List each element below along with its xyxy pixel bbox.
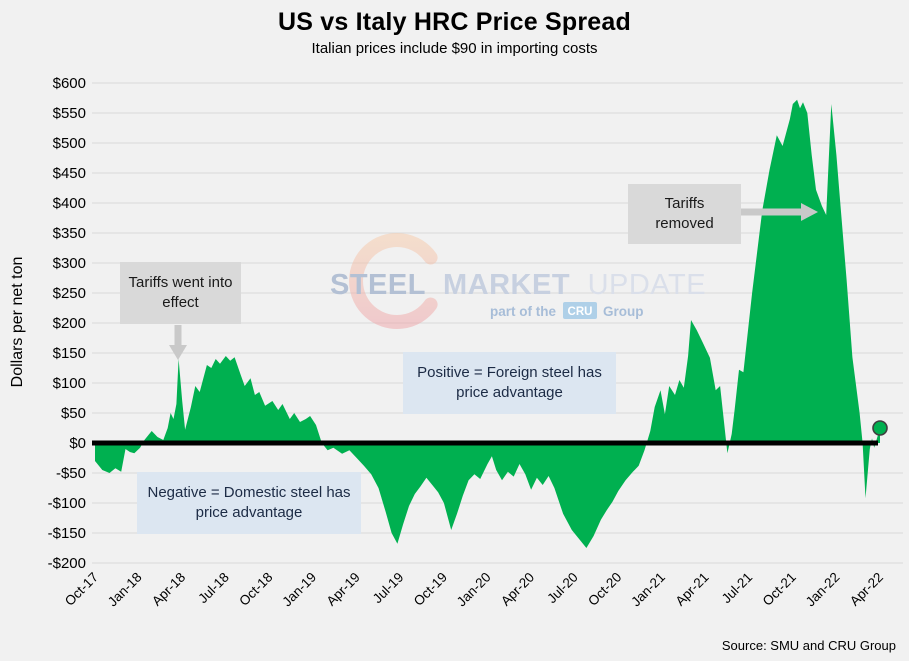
negative-spread-text: Negative = Domestic steel has price adva… [147, 483, 351, 521]
svg-text:Jan-22: Jan-22 [803, 570, 843, 610]
svg-text:Jan-20: Jan-20 [454, 570, 494, 610]
tariffs-effect-text: Tariffs went into effect [128, 273, 233, 311]
svg-text:$450: $450 [53, 165, 86, 182]
watermark-update: UPDATE [588, 269, 706, 301]
svg-text:Apr-20: Apr-20 [498, 570, 537, 609]
watermark-steel: STEEL [330, 269, 425, 301]
page-subtitle: Italian prices include $90 in importing … [311, 40, 598, 57]
svg-text:Jul-21: Jul-21 [719, 570, 756, 607]
y-axis-title: Dollars per net ton [9, 257, 26, 388]
tariffs-effect-arrow [169, 325, 187, 360]
watermark: STEEL MARKET UPDATE part of the CRU Grou… [330, 233, 706, 329]
svg-text:Jul-20: Jul-20 [544, 570, 581, 607]
tariffs-removed-note: Tariffs removed [628, 184, 741, 244]
svg-text:$600: $600 [53, 75, 86, 92]
svg-text:$350: $350 [53, 225, 86, 242]
watermark-tagline-prefix: part of the [490, 304, 556, 319]
latest-point-marker [872, 420, 888, 436]
watermark-tagline-suffix: Group [603, 304, 644, 319]
negative-spread-note: Negative = Domestic steel has price adva… [137, 472, 361, 534]
svg-text:$100: $100 [53, 375, 86, 392]
svg-text:$500: $500 [53, 135, 86, 152]
svg-text:$250: $250 [53, 285, 86, 302]
positive-spread-text: Positive = Foreign steel has price advan… [417, 363, 602, 401]
page-title: US vs Italy HRC Price Spread [278, 8, 631, 36]
x-axis-labels: Oct-17 Jan-18 Apr-18 Jul-18 Oct-18 Jan-19 Apr-… [62, 570, 886, 610]
svg-text:$550: $550 [53, 105, 86, 122]
svg-text:$300: $300 [53, 255, 86, 272]
cru-logo-text: CRU [568, 306, 593, 318]
title-block: US vs Italy HRC Price Spread Italian pri… [0, 8, 909, 57]
svg-text:-$200: -$200 [48, 555, 86, 572]
svg-text:$0: $0 [69, 435, 86, 452]
svg-text:Jan-21: Jan-21 [628, 570, 668, 610]
positive-spread-note: Positive = Foreign steel has price advan… [403, 352, 616, 414]
price-spread-area [95, 99, 880, 549]
svg-text:Jan-19: Jan-19 [279, 570, 319, 610]
tariffs-effect-note: Tariffs went into effect [120, 262, 241, 324]
svg-text:-$150: -$150 [48, 525, 86, 542]
svg-text:$200: $200 [53, 315, 86, 332]
tariffs-removed-arrow [741, 203, 818, 221]
cru-logo-box [563, 302, 597, 319]
svg-text:Jul-18: Jul-18 [195, 570, 232, 607]
svg-text:Oct-17: Oct-17 [62, 570, 101, 609]
svg-text:$400: $400 [53, 195, 86, 212]
svg-text:Oct-18: Oct-18 [236, 570, 275, 609]
svg-text:Apr-19: Apr-19 [324, 570, 363, 609]
watermark-market: MARKET [443, 269, 570, 301]
svg-text:Apr-22: Apr-22 [847, 570, 886, 609]
svg-text:Oct-19: Oct-19 [411, 570, 450, 609]
y-axis-labels: $600 $550 $500 $450 $400 $350 $300 $250 $200 $150… [48, 75, 86, 572]
svg-text:$150: $150 [53, 345, 86, 362]
source-note: Source: SMU and CRU Group [722, 638, 896, 653]
svg-text:$50: $50 [61, 405, 86, 422]
svg-text:Apr-21: Apr-21 [672, 570, 711, 609]
svg-text:Jan-18: Jan-18 [105, 570, 145, 610]
svg-text:Oct-20: Oct-20 [585, 570, 624, 609]
svg-text:Oct-21: Oct-21 [760, 570, 799, 609]
watermark-wordmark: STEEL MARKET UPDATE [330, 269, 706, 301]
tariffs-removed-text: Tariffs removed [655, 194, 714, 232]
svg-text:Apr-18: Apr-18 [149, 570, 188, 609]
svg-text:Jul-19: Jul-19 [370, 570, 407, 607]
svg-text:-$50: -$50 [56, 465, 86, 482]
watermark-crescent-icon [349, 233, 438, 329]
svg-text:-$100: -$100 [48, 495, 86, 512]
